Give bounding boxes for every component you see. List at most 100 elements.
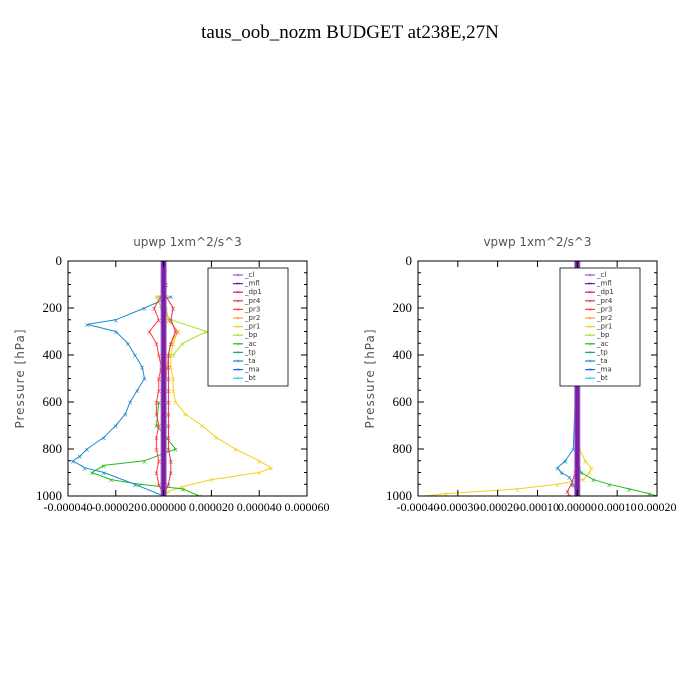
- data-point: ×: [180, 340, 186, 348]
- data-point: ×: [170, 376, 176, 384]
- data-point: ×: [168, 340, 174, 348]
- data-point: ×: [180, 484, 186, 492]
- legend-label: _ta: [244, 357, 256, 365]
- data-point: ×: [156, 458, 162, 466]
- data-point: ×: [558, 470, 564, 478]
- data-point: ×: [554, 465, 560, 473]
- legend-marker: ×: [588, 315, 592, 323]
- legend-marker: ×: [588, 375, 592, 383]
- legend-label: _bp: [596, 331, 610, 339]
- data-point: ×: [164, 364, 170, 372]
- legend-label: _dp1: [596, 288, 614, 296]
- data-point: ×: [173, 446, 179, 454]
- legend-marker: ×: [588, 272, 592, 280]
- x-tick-label: -0.00030: [436, 500, 479, 514]
- y-tick-label: 400: [43, 347, 63, 362]
- legend-label: _pr3: [244, 305, 260, 313]
- series-group: ××××××××××××××××××××××××××××××××××××××××…: [70, 261, 274, 501]
- legend-label: _ac: [596, 340, 609, 348]
- legend-box: [559, 267, 641, 387]
- legend-marker: ×: [588, 306, 592, 314]
- data-point: ×: [165, 352, 171, 360]
- legend-label: _cl: [244, 271, 254, 279]
- data-point: ×: [113, 317, 119, 325]
- x-tick-label: 0.000000: [141, 500, 186, 514]
- y-tick-label: 200: [43, 300, 63, 315]
- data-point: ×: [199, 423, 205, 431]
- legend-marker: ×: [236, 297, 240, 305]
- y-tick-label: 600: [43, 394, 63, 409]
- x-tick-label: 0.00020: [638, 500, 677, 514]
- legend-marker: ×: [236, 358, 240, 366]
- data-point: ×: [197, 493, 203, 501]
- legend-label: _pr4: [244, 297, 261, 305]
- legend-label: _pr3: [596, 305, 612, 313]
- data-point: ×: [132, 481, 138, 489]
- data-point: ×: [182, 411, 188, 419]
- x-tick-label: 0.000020: [189, 500, 234, 514]
- legend-marker: ×: [236, 272, 240, 280]
- series-ta: [71, 295, 172, 496]
- data-point: ×: [156, 293, 162, 301]
- data-point: ×: [268, 465, 274, 473]
- data-point: ×: [165, 423, 171, 431]
- y-axis-label: Pressure [hPa]: [363, 328, 377, 428]
- data-point: ×: [588, 465, 594, 473]
- data-point: ×: [170, 387, 176, 395]
- data-point: ×: [566, 493, 572, 501]
- legend-marker: ×: [236, 340, 240, 348]
- data-point: ×: [582, 458, 588, 466]
- data-point: ×: [151, 305, 157, 313]
- series-pr4: [163, 272, 177, 496]
- data-point: ×: [156, 399, 162, 407]
- x-tick-label: 0.00000: [558, 500, 597, 514]
- data-point: ×: [168, 470, 174, 478]
- x-tick-label: 0.000040: [237, 500, 282, 514]
- y-axis-label: Pressure [hPa]: [13, 328, 27, 428]
- x-tick-label: -0.00040: [397, 500, 440, 514]
- data-point: ×: [580, 477, 586, 485]
- y-tick-label: 200: [393, 300, 413, 315]
- series-bp: [155, 296, 208, 356]
- page-title: taus_oob_nozm BUDGET at238E,27N: [201, 22, 499, 43]
- legend-marker: ×: [588, 366, 592, 374]
- legend-marker: ×: [588, 289, 592, 297]
- y-tick-label: 400: [393, 347, 413, 362]
- legend-marker: ×: [236, 315, 240, 323]
- data-point: ×: [153, 446, 159, 454]
- data-point: ×: [578, 470, 584, 478]
- legend-label: _bp: [244, 331, 258, 339]
- data-point: ×: [127, 399, 133, 407]
- data-point: ×: [208, 477, 214, 485]
- data-point: ×: [168, 458, 174, 466]
- data-point: ×: [77, 453, 83, 461]
- data-point: ×: [168, 364, 174, 372]
- x-tick-label: -0.000040: [44, 500, 93, 514]
- data-point: ×: [84, 446, 90, 454]
- data-point: ×: [122, 411, 128, 419]
- data-point: ×: [564, 488, 570, 496]
- data-point: ×: [204, 329, 210, 337]
- data-point: ×: [101, 462, 107, 470]
- data-point: ×: [153, 434, 159, 442]
- legend-marker: ×: [236, 375, 240, 383]
- x-tick-label: -0.000020: [91, 500, 140, 514]
- data-point: ×: [70, 458, 76, 466]
- data-point: ×: [170, 305, 176, 313]
- legend-label: _bt: [244, 374, 256, 382]
- legend-label: _cl: [596, 271, 606, 279]
- data-point: ×: [165, 446, 171, 454]
- data-point: ×: [153, 470, 159, 478]
- y-tick-label: 800: [393, 441, 413, 456]
- legend-label: _ma: [596, 366, 612, 374]
- y-tick-label: 1000: [386, 488, 412, 503]
- data-point: ×: [165, 488, 171, 496]
- data-point: ×: [180, 486, 186, 494]
- data-point: ×: [646, 491, 652, 499]
- y-tick-label: 600: [393, 394, 413, 409]
- legend-marker: ×: [236, 280, 240, 288]
- data-point: ×: [108, 477, 114, 485]
- data-point: ×: [168, 317, 174, 325]
- y-tick-label: 800: [43, 441, 63, 456]
